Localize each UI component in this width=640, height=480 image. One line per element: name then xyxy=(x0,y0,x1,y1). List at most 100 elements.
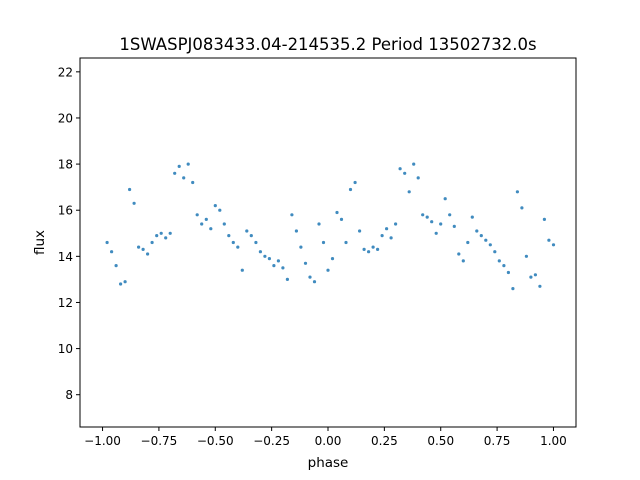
data-point xyxy=(137,245,141,249)
data-point xyxy=(380,234,384,238)
data-point xyxy=(448,213,452,217)
data-point xyxy=(173,171,177,175)
data-point xyxy=(403,171,407,175)
data-point xyxy=(394,222,398,226)
data-point xyxy=(191,180,195,185)
data-point xyxy=(114,264,118,268)
data-point xyxy=(520,206,524,210)
data-point xyxy=(227,234,231,238)
data-point xyxy=(272,264,276,268)
data-point xyxy=(290,213,294,217)
data-point xyxy=(236,245,240,249)
data-point xyxy=(182,176,186,180)
data-point xyxy=(168,231,172,235)
data-point xyxy=(267,257,271,261)
y-axis: 8 10 12 14 16 18 20 22 xyxy=(58,65,80,402)
data-point xyxy=(110,250,114,254)
x-tick-label: −0.25 xyxy=(253,434,290,448)
data-point xyxy=(367,250,371,254)
data-point xyxy=(551,243,556,247)
data-point xyxy=(249,234,253,238)
data-point xyxy=(263,254,267,258)
data-point xyxy=(123,280,127,284)
data-point xyxy=(439,222,443,226)
x-axis: −1.00 −0.75 −0.50 −0.25 0.00 0.25 0.50 0.75 1.00 xyxy=(84,427,567,448)
data-point xyxy=(240,268,244,272)
data-point xyxy=(155,234,159,238)
data-point xyxy=(430,220,434,224)
plot-frame xyxy=(79,57,577,428)
data-point xyxy=(281,266,285,270)
x-tick-label: 0.25 xyxy=(371,434,398,448)
y-tick-label: 20 xyxy=(58,111,73,125)
chart-title: 1SWASPJ083433.04-214535.2 Period 1350273… xyxy=(119,35,536,54)
data-points xyxy=(105,162,556,291)
data-point xyxy=(407,190,411,194)
x-tick-label: 1.00 xyxy=(540,434,567,448)
data-point xyxy=(497,259,501,263)
y-tick-label: 8 xyxy=(65,388,73,402)
data-point xyxy=(146,252,150,256)
data-point xyxy=(434,231,438,235)
data-point xyxy=(452,224,456,228)
data-point xyxy=(258,250,262,254)
data-point xyxy=(479,234,483,238)
data-point xyxy=(105,240,109,245)
y-tick-label: 16 xyxy=(58,204,73,218)
data-point xyxy=(389,236,393,240)
x-tick-label: −0.50 xyxy=(197,434,234,448)
data-point xyxy=(335,210,339,215)
data-point xyxy=(344,240,348,245)
x-tick-label: 0.50 xyxy=(427,434,454,448)
x-tick-label: 0.00 xyxy=(315,434,342,448)
data-point xyxy=(348,187,353,192)
data-point xyxy=(218,208,222,212)
data-point xyxy=(330,257,335,261)
data-point xyxy=(376,247,380,251)
data-point xyxy=(425,215,429,219)
data-point xyxy=(177,164,181,168)
data-point xyxy=(132,201,136,205)
x-tick-label: 0.75 xyxy=(484,434,511,448)
data-point xyxy=(457,252,461,256)
data-point xyxy=(128,187,132,192)
data-point xyxy=(141,247,145,251)
data-point xyxy=(299,245,303,249)
data-point xyxy=(362,247,366,251)
data-point xyxy=(159,231,163,235)
data-point xyxy=(119,282,123,286)
data-point xyxy=(294,229,298,233)
y-axis-label: flux xyxy=(32,230,48,255)
data-point xyxy=(416,176,420,180)
data-point xyxy=(204,217,208,221)
data-point xyxy=(443,197,447,201)
data-point xyxy=(412,162,416,166)
data-point xyxy=(339,217,344,221)
data-point xyxy=(195,213,199,217)
data-point xyxy=(358,229,362,233)
data-point xyxy=(542,217,547,221)
data-point xyxy=(493,250,497,254)
data-point xyxy=(164,236,168,240)
data-point xyxy=(231,240,235,245)
data-point xyxy=(371,245,375,249)
data-point xyxy=(515,190,520,194)
data-point xyxy=(506,270,510,275)
data-point xyxy=(303,261,308,265)
data-point xyxy=(502,264,506,268)
data-point xyxy=(533,273,538,277)
data-point xyxy=(511,287,515,291)
x-axis-label: phase xyxy=(308,455,349,471)
data-point xyxy=(213,204,217,208)
data-point xyxy=(529,275,533,279)
data-point xyxy=(326,268,330,272)
data-point xyxy=(285,277,289,281)
data-point xyxy=(222,222,226,226)
data-point xyxy=(317,222,321,226)
data-point xyxy=(186,162,190,166)
data-point xyxy=(353,180,357,185)
data-point xyxy=(276,259,280,263)
data-point xyxy=(200,222,204,226)
data-point xyxy=(321,240,326,245)
